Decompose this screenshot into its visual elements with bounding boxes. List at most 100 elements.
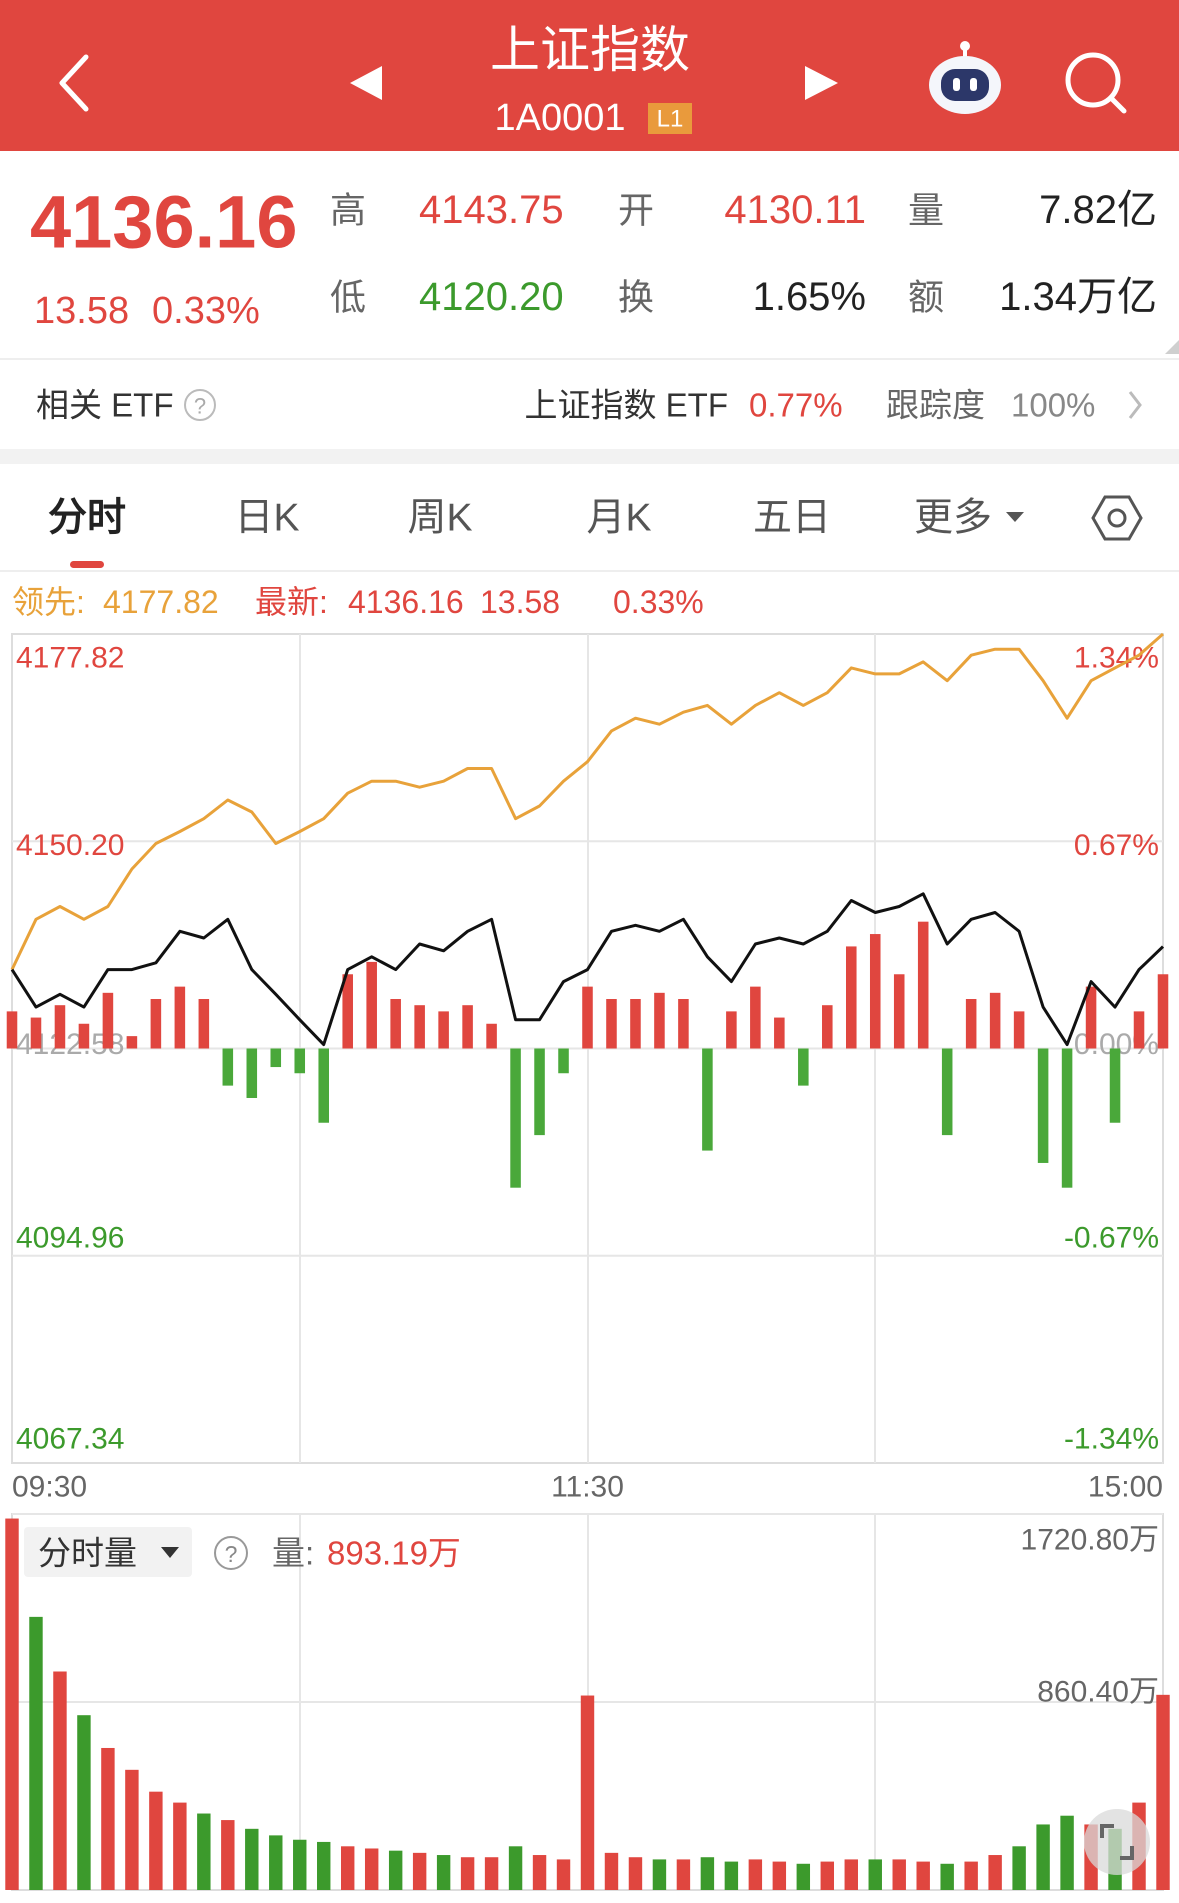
volume-bar: [580, 1695, 595, 1890]
volume-bar: [77, 1715, 91, 1890]
search-icon: [1065, 52, 1121, 108]
field-label: 低: [330, 277, 366, 318]
last-price: 4136.16: [30, 181, 298, 264]
track-label: 跟踪度: [886, 387, 985, 424]
search-icon: [1108, 95, 1127, 114]
help-icon[interactable]: [214, 1536, 248, 1570]
tab[interactable]: 周K: [407, 497, 472, 540]
indicator-bar: [318, 1048, 330, 1123]
indicator-bar: [893, 974, 905, 1049]
tab[interactable]: 日K: [234, 497, 299, 540]
y2-tick-label: 1.34%: [1074, 642, 1159, 675]
y-tick-label: 1720.80万: [1021, 1524, 1159, 1557]
volume-bar: [940, 1863, 954, 1890]
next-button[interactable]: [805, 66, 838, 100]
indicator-bar: [750, 986, 761, 1049]
field-value: 4120.20: [419, 275, 564, 319]
volume-bar: [604, 1852, 619, 1890]
volume-bar: [484, 1857, 499, 1890]
volume-title: 分时量: [38, 1535, 137, 1572]
volume-bar: [221, 1820, 235, 1890]
price-change-pct: 0.33%: [152, 290, 260, 332]
etf-label: 相关 ETF: [36, 387, 174, 424]
volume-bar: [317, 1841, 331, 1890]
field-label: 开: [618, 190, 654, 231]
header-code: 1A0001: [494, 97, 625, 139]
indicator-bar: [702, 1048, 713, 1151]
volume-bar: [700, 1857, 715, 1890]
expand-corner[interactable]: [1165, 340, 1179, 354]
x-tick-label: 15:00: [1088, 1471, 1163, 1504]
tab[interactable]: 月K: [586, 497, 651, 540]
x-tick-label: 11:30: [551, 1471, 624, 1504]
volume-bar: [676, 1859, 691, 1890]
more-caret[interactable]: [1006, 512, 1024, 522]
volume-bar: [796, 1863, 811, 1890]
indicator-bar: [486, 1023, 497, 1049]
legend-item: 13.58: [480, 584, 560, 620]
volume-bar: [916, 1861, 930, 1890]
etf-change: 0.77%: [749, 387, 843, 424]
volume-bar: [724, 1861, 739, 1890]
indicator-bar: [989, 992, 1001, 1049]
volume-bar: [772, 1861, 787, 1890]
volume-bar: [508, 1846, 523, 1890]
settings-button[interactable]: [1091, 495, 1143, 541]
indicator-bar: [1037, 1048, 1049, 1163]
price-change: 13.58: [34, 290, 129, 332]
volume-bar: [988, 1855, 1002, 1890]
indicator-bar: [630, 999, 641, 1049]
indicator-bar: [438, 1011, 449, 1049]
tab[interactable]: 五日: [753, 497, 831, 540]
volume-bar: [964, 1861, 978, 1890]
indicator-bar: [102, 992, 114, 1049]
prev-button[interactable]: [350, 66, 382, 100]
indicator-bar: [6, 1011, 18, 1049]
volume-bar: [1156, 1694, 1170, 1890]
volume-bar: [340, 1846, 355, 1890]
indicator-bar: [654, 992, 665, 1049]
indicator-bar: [582, 986, 593, 1049]
etf-name[interactable]: 上证指数 ETF: [525, 387, 729, 424]
y-tick-label: 4094.96: [16, 1221, 124, 1254]
volume-bar: [269, 1835, 283, 1890]
field-label: 高: [330, 190, 366, 231]
volume-bar: [388, 1850, 403, 1890]
robot-eye: [953, 78, 960, 91]
volume-bar: [556, 1859, 571, 1890]
tab[interactable]: 分时: [48, 497, 126, 540]
volume-bar: [197, 1813, 211, 1890]
price-line: [10, 632, 1164, 971]
volume-current-label: 量:: [272, 1535, 314, 1572]
indicator-bar: [414, 1005, 425, 1049]
legend-item: 最新:: [255, 584, 328, 620]
back-button[interactable]: [59, 54, 89, 112]
volume-bar: [892, 1859, 906, 1890]
indicator-bar: [462, 1005, 473, 1049]
indicator-bar: [150, 999, 162, 1049]
volume-selector[interactable]: [24, 1527, 192, 1577]
volume-bar: [1060, 1815, 1074, 1890]
volume-bar: [125, 1769, 139, 1890]
indicator-bar: [869, 934, 881, 1049]
volume-bar: [293, 1839, 307, 1890]
indicator-bar: [1109, 1048, 1121, 1123]
indicator-bar: [798, 1048, 809, 1086]
tab[interactable]: 更多: [914, 497, 992, 540]
etf-chevron[interactable]: [1128, 391, 1142, 419]
volume-bar: [29, 1616, 43, 1890]
field-value: 4143.75: [419, 188, 564, 232]
legend-item: 4136.16: [348, 584, 464, 620]
robot-button[interactable]: [929, 41, 1001, 114]
x-tick-label: 09:30: [12, 1471, 87, 1504]
fullscreen-button[interactable]: [1084, 1809, 1150, 1875]
volume-bar: [868, 1859, 882, 1890]
indicator-bar: [1085, 986, 1097, 1049]
robot-eye: [970, 78, 977, 91]
volume-bar: [5, 1518, 19, 1890]
field-label: 额: [908, 277, 944, 318]
level-badge-text: L1: [657, 106, 684, 133]
search-button[interactable]: [1065, 52, 1127, 114]
help-icon[interactable]: [184, 389, 216, 421]
volume-bar: [844, 1859, 858, 1890]
